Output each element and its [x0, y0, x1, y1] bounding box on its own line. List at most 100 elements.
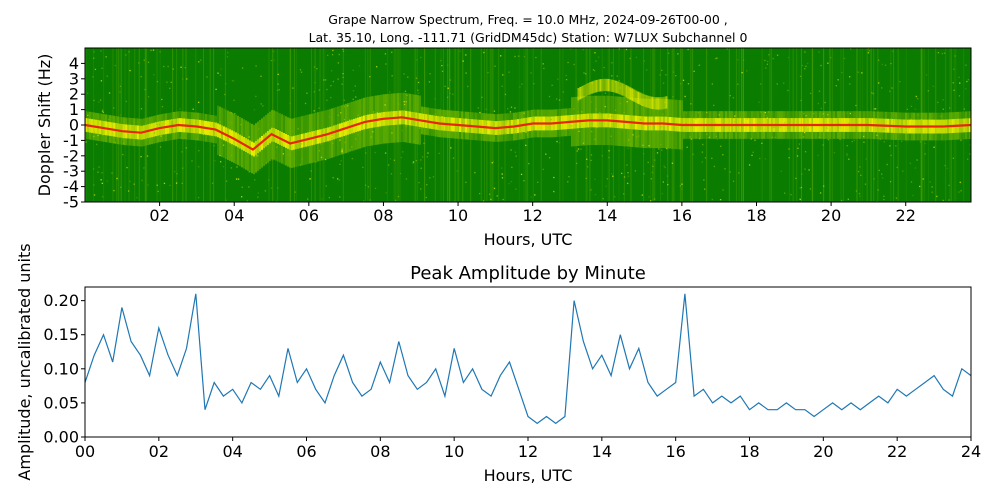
spectrogram-speckle	[354, 138, 357, 140]
spectrogram-speckle	[518, 55, 520, 57]
spectrogram-speckle	[555, 98, 558, 100]
amplitude-x-tick-label: 06	[296, 442, 316, 461]
spectrogram-speckle	[623, 111, 625, 114]
spectrogram-speckle	[159, 51, 161, 53]
spectrogram-speckle	[583, 72, 585, 74]
spectrogram-speckle	[297, 128, 299, 130]
spectrogram-speckle	[750, 138, 752, 140]
spectrogram-speckle	[101, 182, 103, 184]
spectrogram-speckle	[493, 137, 495, 139]
spectrogram-speckle	[276, 146, 278, 148]
spectrogram-speckle	[310, 170, 312, 172]
spectrogram-speckle	[960, 139, 962, 141]
spectrogram-speckle	[496, 195, 498, 197]
spectrogram-streak	[897, 48, 899, 202]
spectrogram-speckle	[237, 178, 240, 180]
spectrogram-streak	[486, 48, 488, 202]
spectrogram-speckle	[773, 126, 775, 128]
spectrogram-speckle	[929, 181, 931, 183]
spectrogram-speckle	[349, 149, 351, 151]
spectrogram-speckle	[398, 103, 400, 105]
spectrogram-speckle	[847, 198, 849, 200]
spectrogram-speckle	[434, 113, 436, 115]
spectrogram-speckle	[606, 178, 609, 180]
spectrogram-speckle	[590, 101, 592, 103]
spectrogram-streak	[112, 48, 114, 202]
spectrogram-arc	[627, 86, 630, 99]
spectrogram-speckle	[174, 170, 176, 173]
spectrogram-speckle	[224, 93, 226, 96]
spectrogram-speckle	[627, 175, 630, 177]
spectrogram-speckle	[315, 161, 317, 163]
spectrogram-speckle	[348, 119, 351, 121]
spectrogram-speckle	[337, 62, 340, 64]
spectrogram-speckle	[129, 69, 131, 72]
spectrogram-speckle	[332, 80, 335, 83]
spectrogram-speckle	[604, 92, 607, 94]
spectrogram-speckle	[742, 59, 745, 61]
spectrogram-speckle	[684, 95, 686, 98]
spectrogram-speckle	[343, 99, 345, 101]
spectrogram-speckle	[265, 162, 268, 164]
spectrogram-speckle	[565, 74, 567, 77]
spectrogram-speckle	[720, 145, 722, 147]
spectrogram-speckle	[692, 153, 694, 155]
spectrogram-speckle	[275, 200, 277, 202]
spectrogram-speckle	[331, 135, 333, 138]
spectrogram-speckle	[213, 145, 215, 147]
spectrogram-speckle	[241, 196, 243, 198]
spectrogram-speckle	[420, 167, 422, 169]
spectrogram-speckle	[565, 78, 568, 81]
spectrogram-speckle	[764, 59, 766, 62]
spectrogram-speckle	[230, 154, 232, 157]
spectrogram-speckle	[672, 96, 674, 98]
spectrogram-speckle	[799, 198, 801, 200]
spectrogram-speckle	[573, 108, 575, 110]
spectrogram-speckle	[586, 158, 588, 160]
spectrogram-speckle	[184, 136, 186, 138]
spectrogram-speckle	[391, 132, 393, 134]
spectrogram-speckle	[568, 175, 570, 178]
spectrogram-speckle	[508, 182, 510, 185]
spectrogram-speckle	[647, 161, 649, 164]
spectrogram-speckle	[217, 72, 219, 74]
spectrogram-speckle	[661, 69, 663, 72]
spectrogram-speckle	[87, 114, 89, 116]
spectrogram-speckle	[425, 196, 427, 199]
spectrogram-speckle	[407, 76, 409, 78]
spectrogram-speckle	[157, 190, 159, 193]
spectrogram-streak	[121, 48, 123, 202]
spectrogram-speckle	[450, 147, 452, 149]
spectrogram-speckle	[933, 146, 935, 148]
spectrogram-speckle	[447, 87, 449, 89]
spectrogram-speckle	[881, 63, 883, 66]
amplitude-x-ticks: 00 02 04 06 08 10 12 14 16 18 20 22 24	[75, 437, 981, 461]
spectrogram-speckle	[897, 132, 900, 134]
spectrogram-streak	[490, 48, 492, 202]
spectrogram-speckle	[97, 171, 99, 173]
spectrogram-speckle	[197, 101, 200, 103]
spectrogram-speckle	[623, 114, 625, 116]
spectrogram-speckle	[479, 111, 481, 114]
spectrogram-arc	[591, 81, 594, 94]
spectrogram-speckle	[221, 133, 223, 136]
spectrogram-speckle	[299, 164, 302, 166]
spectrogram-speckle	[850, 48, 852, 50]
spectrogram-streak	[296, 48, 298, 202]
spectrogram-streak	[442, 48, 444, 202]
spectrogram-speckle	[362, 166, 364, 169]
spectrogram-arc	[653, 97, 656, 110]
spectrogram-speckle	[680, 188, 683, 190]
spectrogram-x-axis-label: Hours, UTC	[484, 230, 573, 249]
spectrogram-speckle	[341, 148, 343, 150]
spectrogram-speckle	[581, 111, 583, 113]
spectrogram-speckle	[452, 93, 454, 95]
spectrogram-speckle	[168, 129, 170, 131]
spectrogram-speckle	[101, 195, 104, 198]
spectrogram-speckle	[502, 198, 504, 201]
spectrogram-speckle	[384, 53, 387, 55]
spectrogram-speckle	[454, 200, 456, 202]
spectrogram-speckle	[738, 172, 740, 174]
spectrogram-speckle	[612, 175, 614, 177]
spectrogram-streak	[314, 48, 316, 202]
